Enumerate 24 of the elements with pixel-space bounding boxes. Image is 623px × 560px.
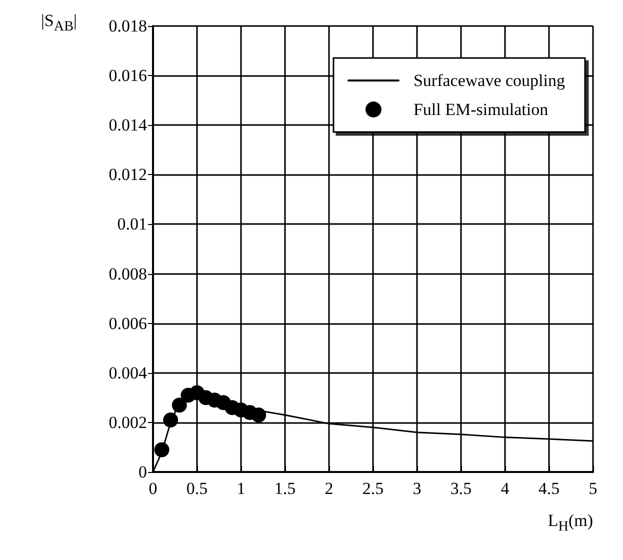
y-axis-title: |S$_{AB}$| — [41, 11, 77, 34]
x-tick-label: 5 — [588, 479, 598, 498]
y-tick-label: 0.012 — [108, 165, 147, 184]
x-tick-label: 3.5 — [450, 479, 472, 498]
x-tick-label: 4.5 — [538, 479, 560, 498]
y-tick-label: 0.002 — [108, 412, 147, 432]
x-tick-label: 4 — [500, 479, 510, 498]
x-tick-label: 2.5 — [362, 479, 384, 498]
y-tick-label: 0.01 — [117, 214, 147, 234]
legend-label: Surfacewave coupling — [413, 71, 566, 90]
y-tick-label: 0.006 — [108, 314, 147, 333]
y-tick-label: 0.008 — [108, 264, 147, 284]
x-tick-label: 1.5 — [274, 479, 296, 498]
y-tick-label: 0.016 — [108, 66, 147, 86]
legend-label: Full EM-simulation — [413, 100, 549, 119]
x-axis-title: L$_{H}$(m) — [548, 511, 593, 534]
y-tick-label: 0.004 — [108, 363, 148, 382]
y-tick-label: 0.014 — [108, 116, 148, 135]
y-tick-label: 0 — [138, 462, 147, 482]
y-tick-label: 0.018 — [108, 16, 147, 36]
x-tick-label: 1 — [236, 479, 246, 498]
x-tick-label: 0.5 — [186, 479, 208, 498]
x-tick-label: 2 — [324, 479, 334, 498]
x-tick-label: 3 — [412, 479, 422, 498]
